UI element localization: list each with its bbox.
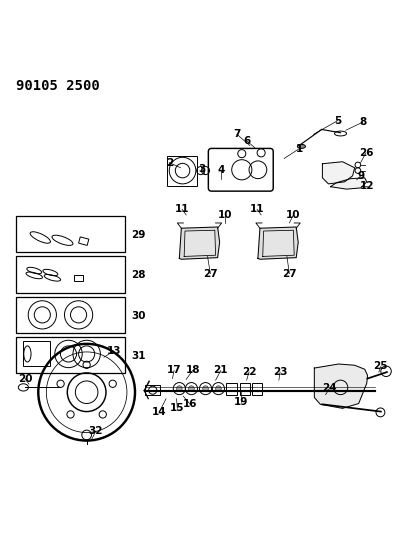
Text: 9: 9 bbox=[357, 171, 364, 181]
Bar bbox=[23, 342, 50, 367]
Circle shape bbox=[216, 386, 221, 391]
Text: 14: 14 bbox=[152, 407, 166, 417]
Polygon shape bbox=[263, 230, 294, 256]
Bar bbox=[16, 256, 125, 293]
Bar bbox=[145, 385, 160, 395]
Text: 32: 32 bbox=[89, 426, 103, 436]
Text: 3: 3 bbox=[199, 164, 206, 174]
Circle shape bbox=[189, 386, 194, 391]
Text: 18: 18 bbox=[185, 366, 200, 375]
Bar bbox=[240, 383, 250, 395]
Text: 11: 11 bbox=[250, 204, 264, 214]
Text: 22: 22 bbox=[242, 367, 256, 377]
Text: 23: 23 bbox=[273, 367, 287, 377]
Polygon shape bbox=[258, 227, 298, 259]
Ellipse shape bbox=[297, 144, 305, 148]
Text: 27: 27 bbox=[203, 269, 218, 279]
Text: 10: 10 bbox=[218, 210, 232, 220]
Text: 27: 27 bbox=[282, 269, 297, 279]
Text: 5: 5 bbox=[334, 116, 341, 126]
Text: 31: 31 bbox=[131, 351, 145, 361]
Bar bbox=[226, 383, 237, 395]
Text: 10: 10 bbox=[286, 210, 301, 220]
Bar bbox=[16, 337, 125, 373]
Text: 28: 28 bbox=[131, 270, 145, 280]
Text: 4: 4 bbox=[217, 165, 224, 175]
Text: 25: 25 bbox=[374, 361, 388, 372]
Circle shape bbox=[177, 386, 182, 391]
Text: 21: 21 bbox=[214, 366, 228, 375]
Bar bbox=[167, 156, 197, 186]
Text: 15: 15 bbox=[170, 403, 185, 414]
Polygon shape bbox=[179, 227, 220, 259]
Polygon shape bbox=[184, 230, 216, 256]
Text: 29: 29 bbox=[131, 230, 145, 240]
Text: 24: 24 bbox=[322, 383, 337, 393]
Text: 6: 6 bbox=[243, 136, 250, 146]
Text: 20: 20 bbox=[18, 374, 32, 384]
Text: 1: 1 bbox=[295, 144, 303, 154]
Text: 30: 30 bbox=[131, 311, 145, 321]
Polygon shape bbox=[322, 161, 355, 184]
Text: 12: 12 bbox=[359, 181, 374, 191]
Bar bbox=[79, 237, 89, 245]
Polygon shape bbox=[330, 178, 367, 189]
Bar bbox=[16, 297, 125, 333]
Bar bbox=[74, 275, 83, 281]
Text: 17: 17 bbox=[167, 366, 181, 375]
Text: 90105 2500: 90105 2500 bbox=[16, 79, 100, 93]
Text: 8: 8 bbox=[359, 117, 366, 127]
Bar bbox=[16, 216, 125, 253]
Text: 11: 11 bbox=[175, 204, 189, 214]
Text: 26: 26 bbox=[359, 148, 373, 158]
Text: 13: 13 bbox=[106, 346, 121, 356]
Bar bbox=[252, 383, 262, 395]
Text: 16: 16 bbox=[183, 399, 197, 409]
Text: 19: 19 bbox=[234, 397, 248, 407]
Polygon shape bbox=[314, 364, 368, 408]
Text: 7: 7 bbox=[233, 130, 241, 139]
Circle shape bbox=[203, 386, 208, 391]
Text: 2: 2 bbox=[166, 158, 173, 167]
